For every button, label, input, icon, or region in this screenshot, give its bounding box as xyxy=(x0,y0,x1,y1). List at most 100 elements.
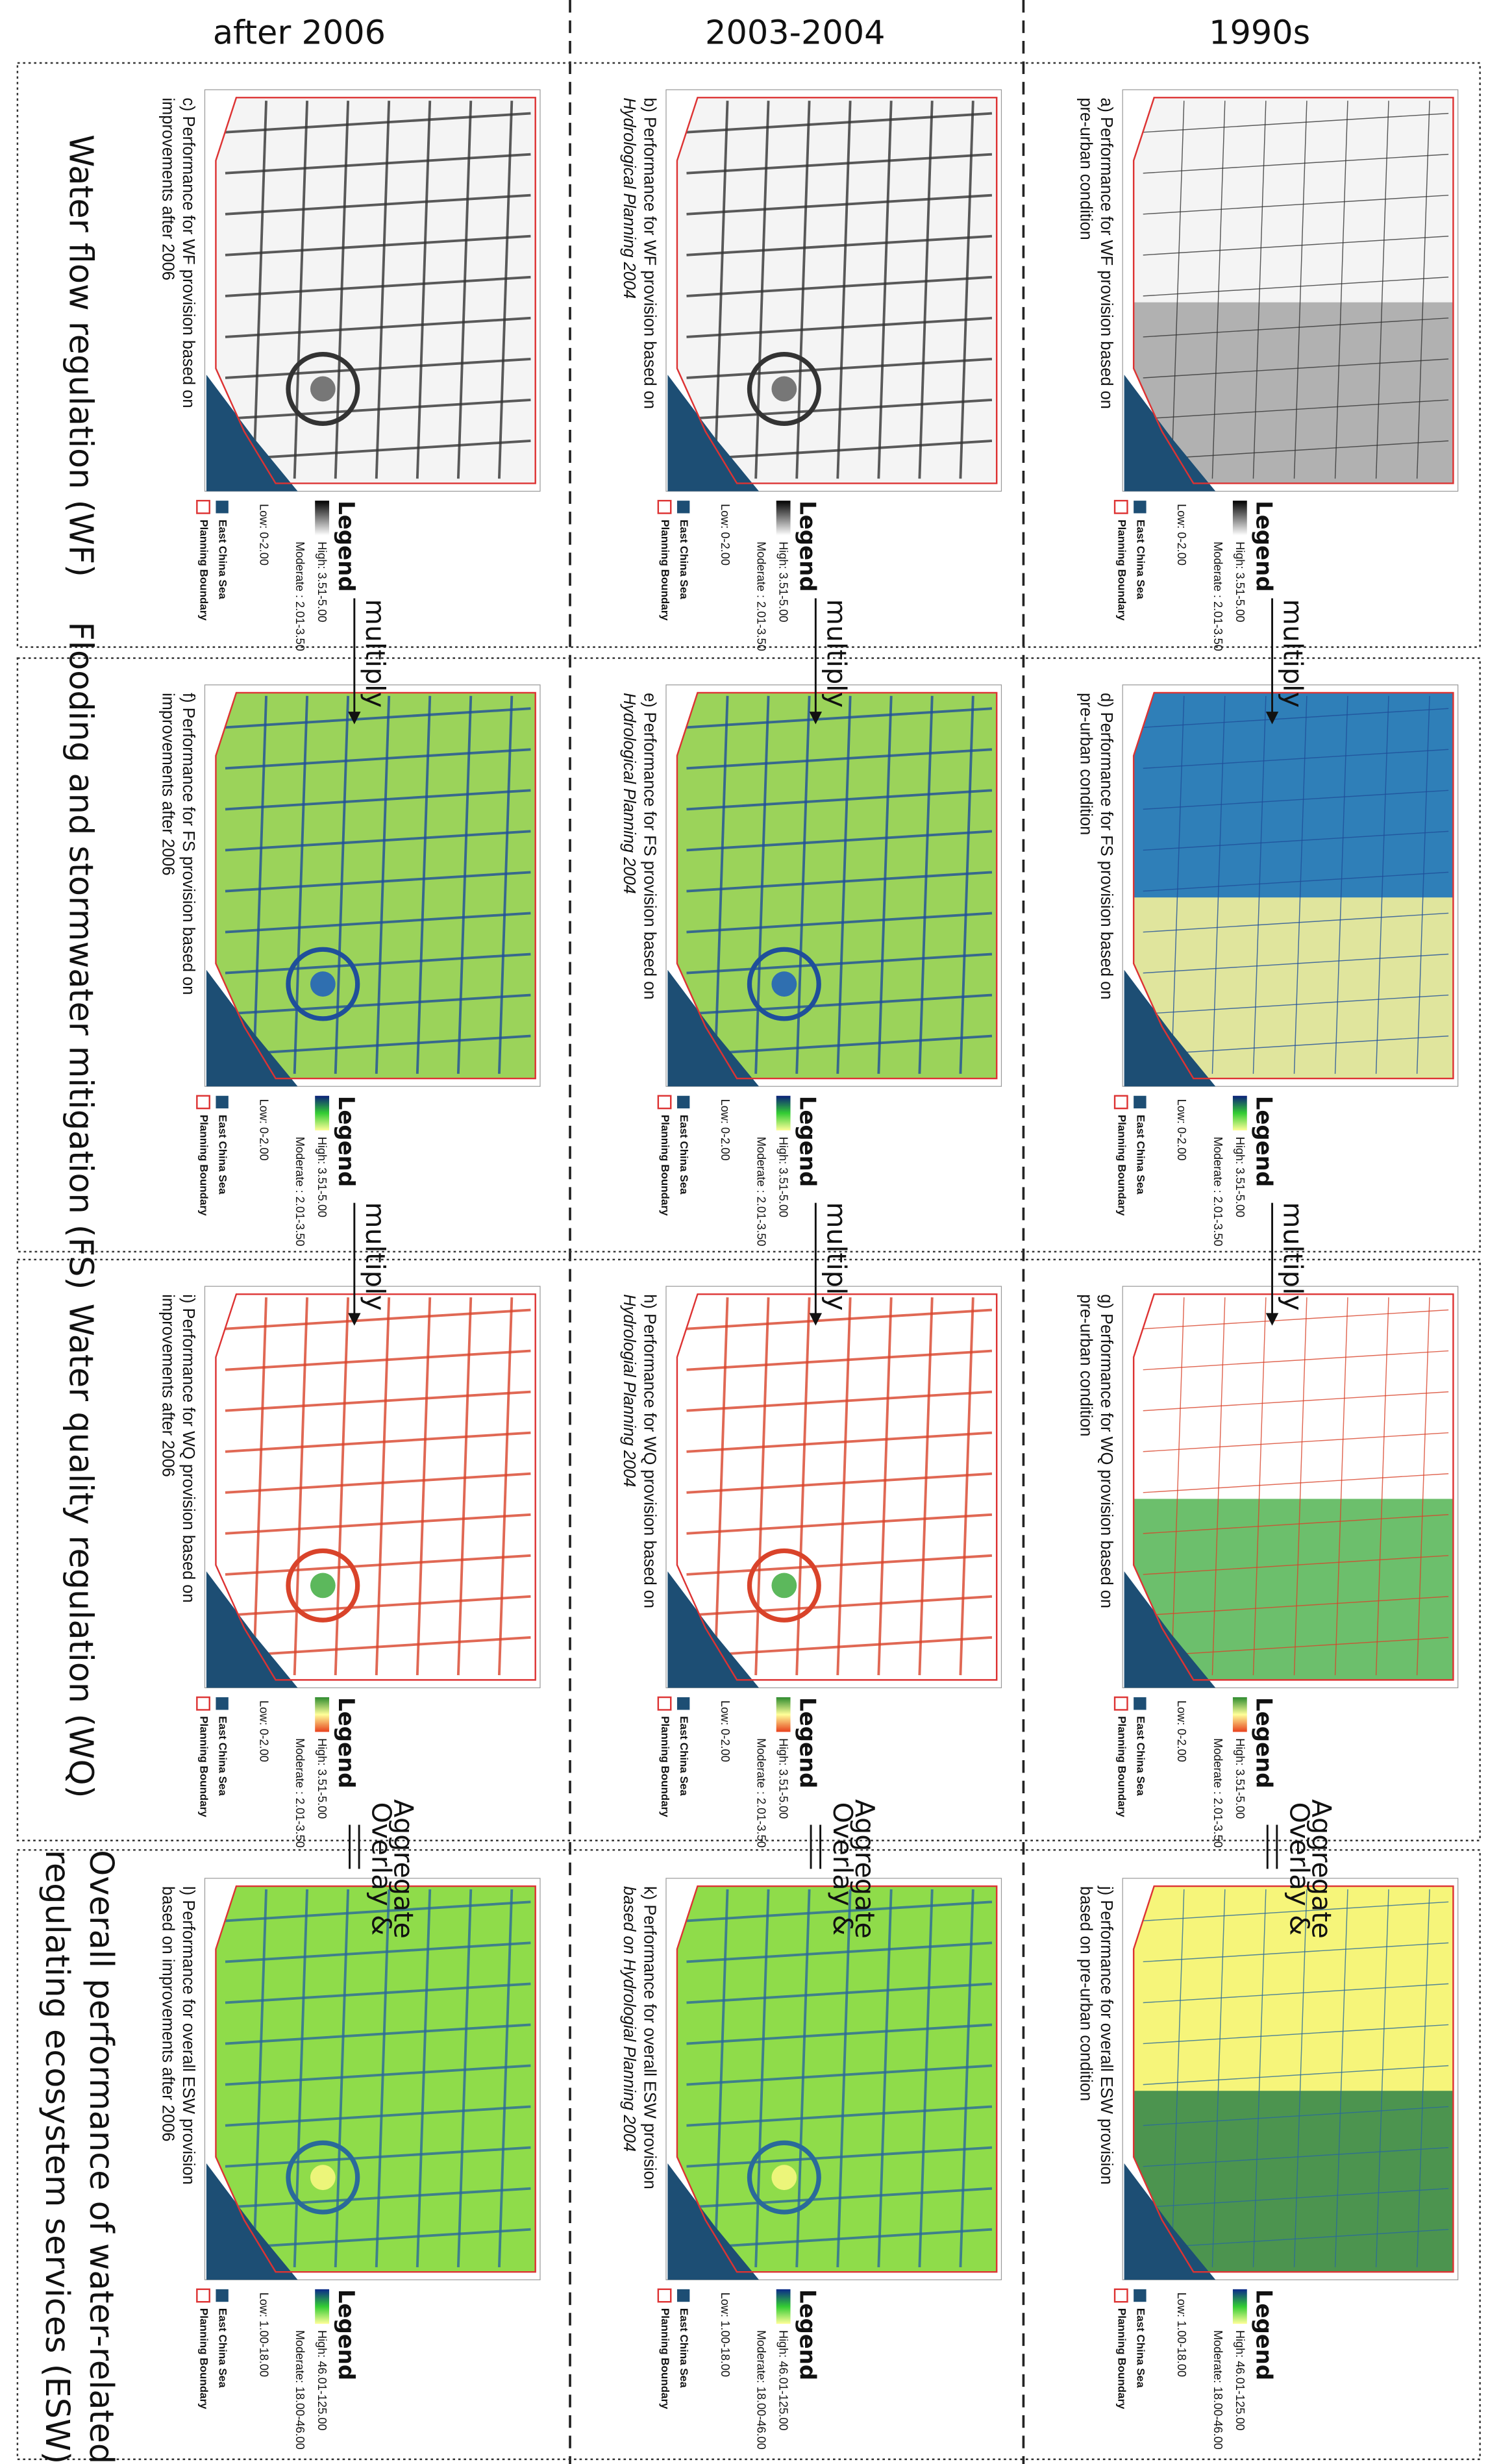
legend-gradient xyxy=(315,1697,330,1732)
map-road xyxy=(225,357,531,379)
map-road xyxy=(1143,708,1449,728)
map-road xyxy=(415,695,432,1074)
map-road xyxy=(1143,2228,1449,2249)
map-feature xyxy=(771,2165,797,2191)
sea xyxy=(206,375,298,492)
map-road xyxy=(686,357,993,379)
map-road xyxy=(713,1889,729,2267)
legend-high: High: 3.51-5.00 xyxy=(777,541,790,622)
map-road xyxy=(686,1554,993,1576)
multiply-label: multiply xyxy=(821,599,852,708)
sea xyxy=(667,1571,760,1688)
row-label: Flooding and stormwater mitigation (FS) xyxy=(61,622,99,1290)
panel-title: based on Hydrologial Planning 2004 xyxy=(620,1886,638,2152)
legend-sea-swatch xyxy=(1134,2289,1147,2302)
connector-label: Overlay &Aggregate xyxy=(1283,1799,1337,1939)
legend-title: Legend xyxy=(794,1096,820,1187)
legend-boundary: Planning Boundary xyxy=(198,1115,210,1216)
panel-title: based on improvements after 2006 xyxy=(159,1886,177,2141)
map-land xyxy=(216,1886,536,2272)
map-feature xyxy=(747,1548,821,1623)
legend-high: High: 3.51-5.00 xyxy=(777,1137,790,1217)
map-road xyxy=(225,1472,531,1494)
map-road xyxy=(686,871,993,893)
map-road xyxy=(1143,153,1449,174)
panel-title: i) Performance for WQ provision based on xyxy=(179,1294,197,1602)
row-box xyxy=(16,657,1481,1253)
legend-boundary-swatch xyxy=(657,499,672,514)
row-label: Water quality regulation (WQ) xyxy=(61,1304,99,1798)
map-road xyxy=(1143,1391,1449,1412)
legend-boundary: Planning Boundary xyxy=(659,1115,671,1216)
map-road xyxy=(754,1889,770,2267)
map-road xyxy=(225,316,531,338)
map-road xyxy=(686,1349,993,1371)
panel: a) Performance for WF provision based on… xyxy=(1076,89,1459,651)
legend-boundary-swatch xyxy=(1113,1696,1128,1711)
legend-gradient xyxy=(776,1095,791,1131)
map-feature xyxy=(286,1548,360,1623)
map-road xyxy=(918,1889,934,2267)
legend-gradient xyxy=(315,2289,330,2324)
map-road xyxy=(225,1390,531,1412)
map-road xyxy=(1143,2147,1449,2167)
map-road xyxy=(686,2023,993,2045)
column-header: 2003-2004 xyxy=(705,14,885,52)
column-header: 1990s xyxy=(1209,14,1310,52)
map-road xyxy=(225,193,531,216)
panel-title: based on pre-urban condition xyxy=(1076,1886,1095,2101)
map-road xyxy=(1143,358,1449,379)
map-road xyxy=(225,1900,531,1923)
arrowhead xyxy=(809,712,823,725)
map-road xyxy=(795,101,811,479)
legend-sea: East China Sea xyxy=(1134,1716,1147,1796)
map-road xyxy=(225,952,531,975)
planning-boundary xyxy=(215,1885,536,2273)
legend-sea-swatch xyxy=(216,1095,229,1109)
map-road xyxy=(252,695,267,1074)
map-road xyxy=(225,1349,531,1371)
map-feature xyxy=(310,1573,336,1599)
map-road xyxy=(686,1941,993,1963)
connector-label: multiply xyxy=(1278,1202,1309,1310)
map-road xyxy=(754,695,770,1074)
legend-sea-swatch xyxy=(216,1697,229,1710)
arrowhead xyxy=(348,1313,361,1326)
map-road xyxy=(225,1431,531,1453)
map-road xyxy=(1211,1889,1226,2267)
connector-label: multiply xyxy=(360,599,391,708)
legend-title: Legend xyxy=(333,1697,359,1788)
map-feature xyxy=(286,2140,360,2215)
sea xyxy=(1124,2163,1216,2280)
legend-boundary-swatch xyxy=(1113,2288,1128,2303)
map-road xyxy=(1293,1889,1308,2267)
map-road xyxy=(1416,101,1430,479)
legend-boundary: Planning Boundary xyxy=(659,519,671,621)
map-feature xyxy=(747,2140,821,2215)
connector-label: Overlay &Aggregate xyxy=(827,1799,880,1939)
planning-boundary xyxy=(1132,1885,1454,2273)
map-road xyxy=(686,1390,993,1412)
map-road xyxy=(1375,1889,1389,2267)
planning-boundary xyxy=(1132,1293,1454,1681)
planning-boundary xyxy=(1132,97,1454,484)
map-road xyxy=(1143,871,1449,892)
planning-boundary xyxy=(676,1885,998,2273)
map-road xyxy=(713,101,729,479)
map-feature xyxy=(771,376,797,402)
legend-boundary: Planning Boundary xyxy=(198,519,210,621)
map-road xyxy=(456,1889,473,2267)
map-road xyxy=(1143,1432,1449,1452)
panel: i) Performance for WQ provision based on… xyxy=(61,1286,541,1848)
map-road xyxy=(836,695,852,1074)
map-road xyxy=(1334,101,1348,479)
legend-low: Low: 0-2.00 xyxy=(1175,504,1188,566)
map-road xyxy=(456,1297,473,1676)
map-feature xyxy=(771,971,797,997)
map-road xyxy=(1143,1350,1449,1371)
legend-low: Low: 1.00-18.00 xyxy=(1175,2293,1188,2377)
map-road xyxy=(686,1308,993,1330)
map-road xyxy=(959,101,974,479)
panel-title: e) Performance for FS provision based on xyxy=(641,693,659,1000)
sea xyxy=(667,969,760,1087)
